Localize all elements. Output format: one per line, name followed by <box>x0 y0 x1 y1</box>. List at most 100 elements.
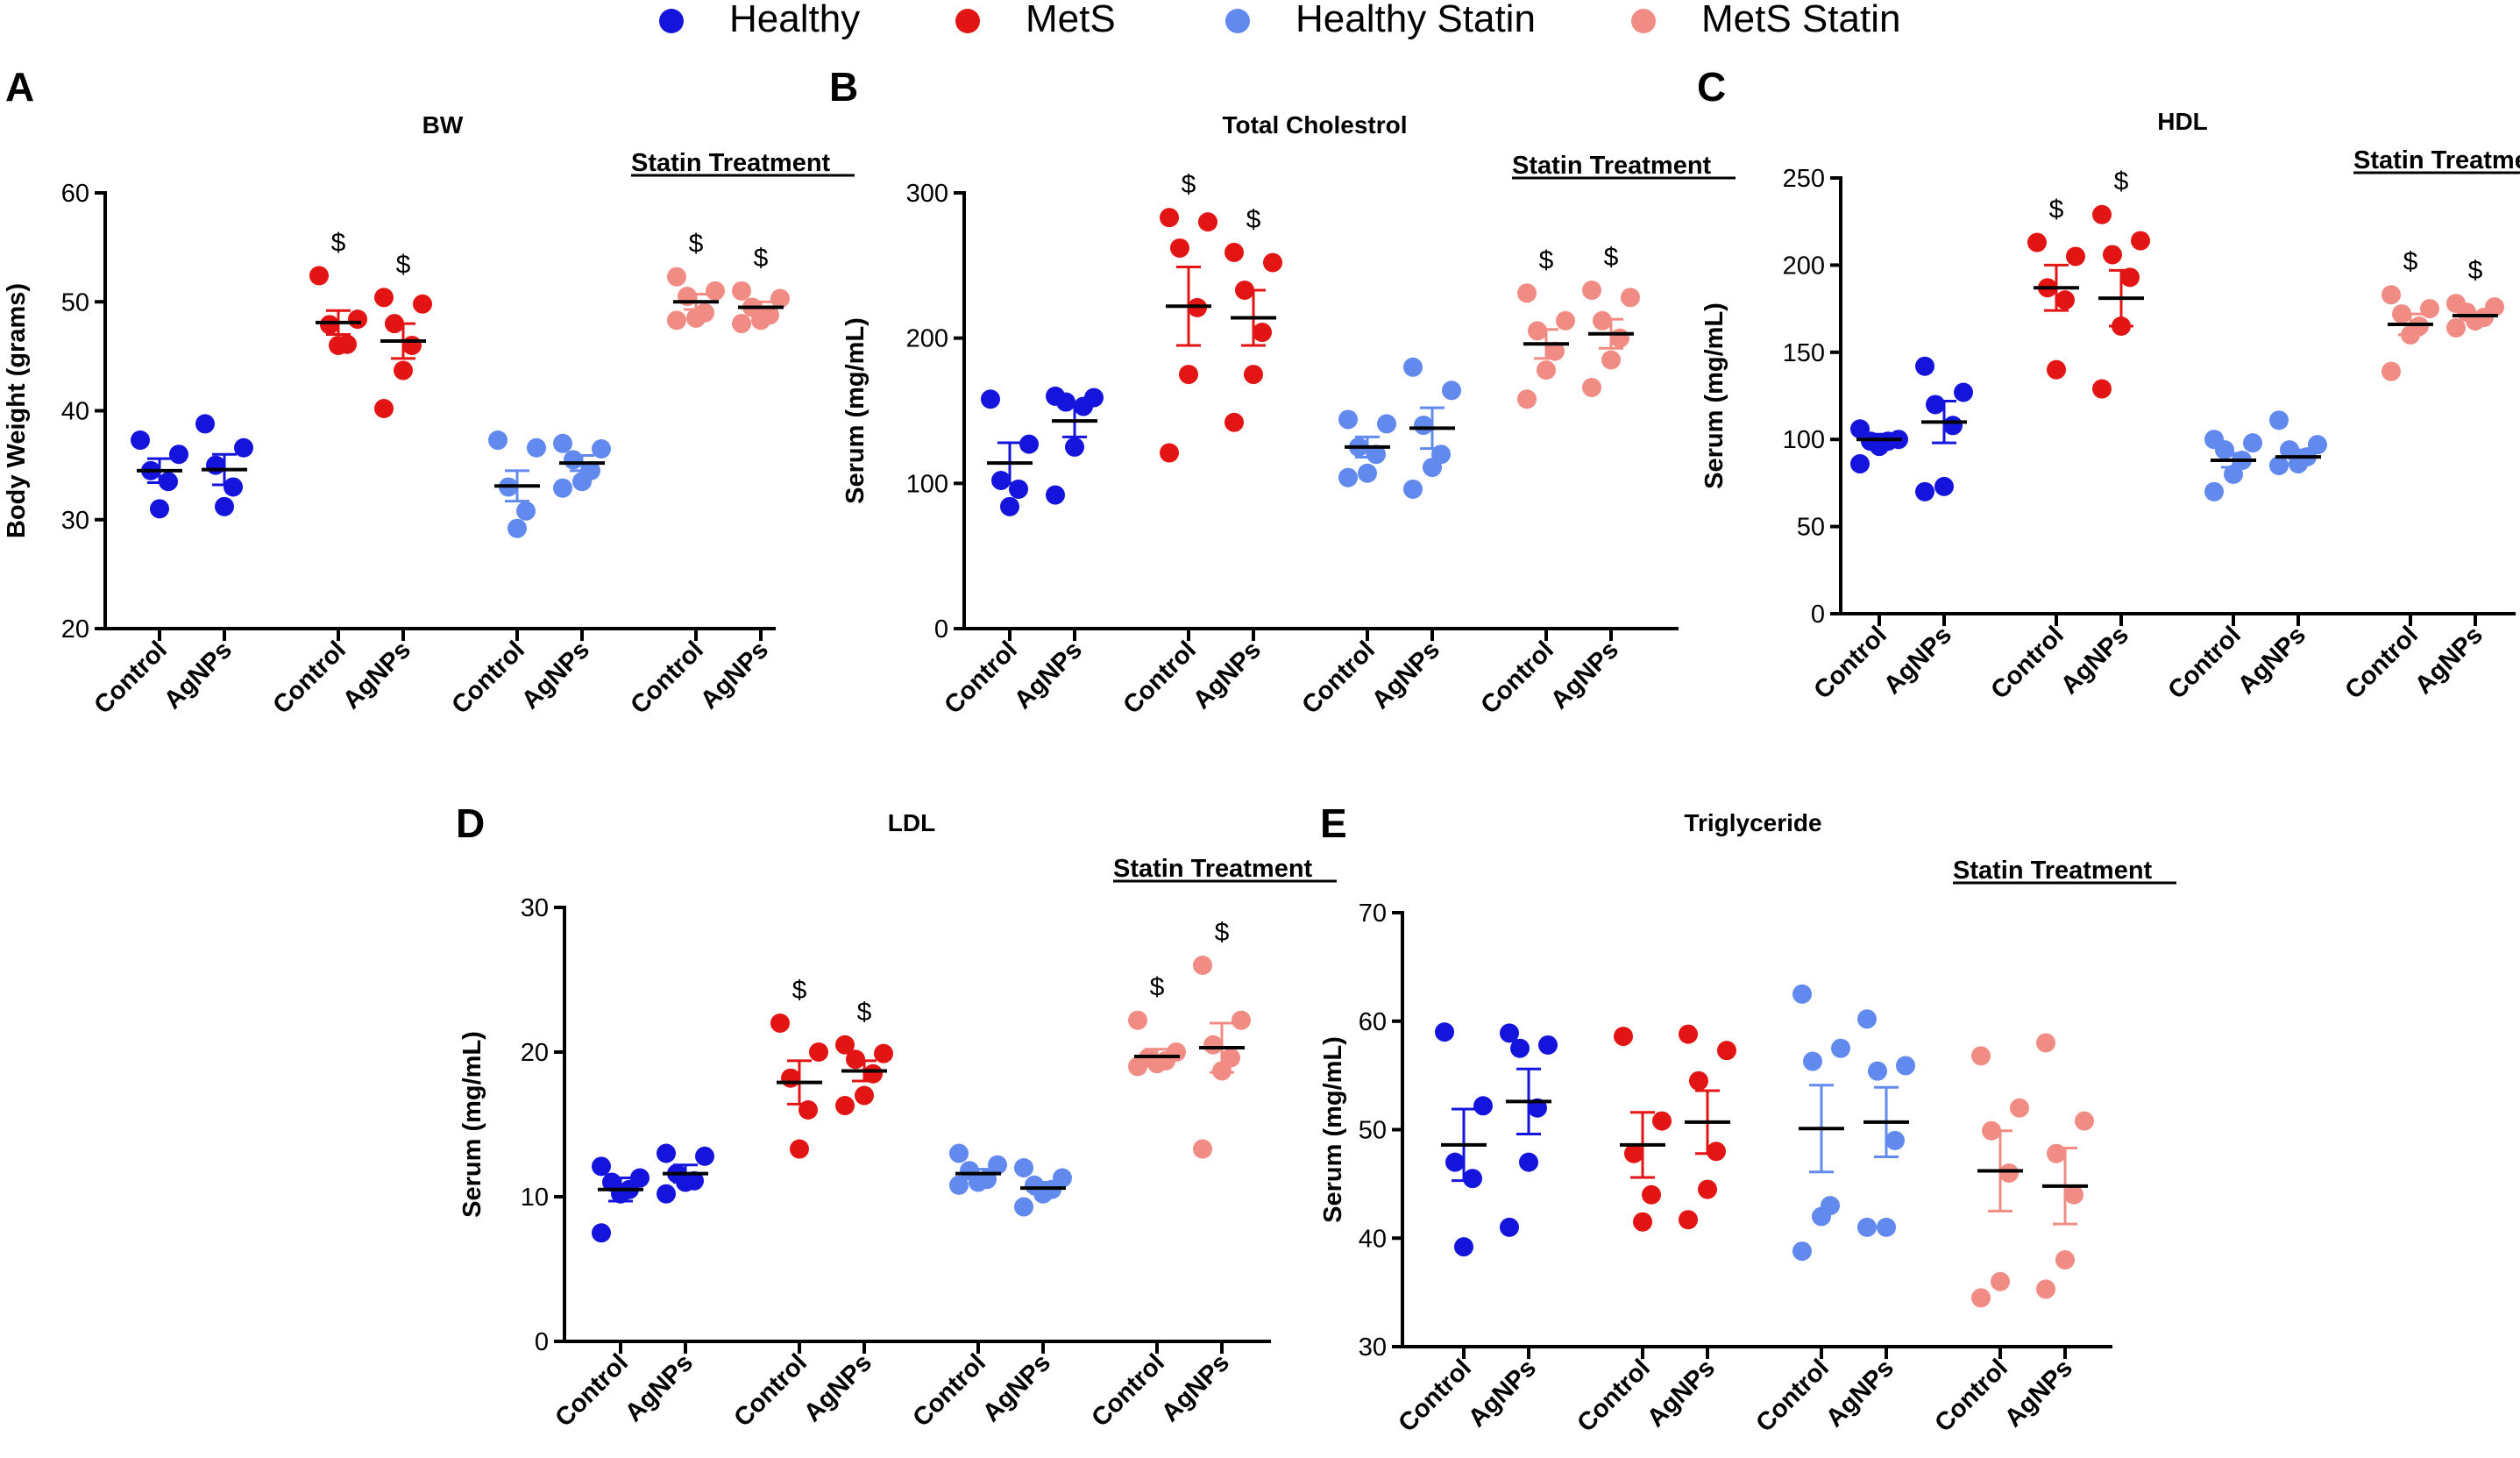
y-axis-label-a: Body Weight (grams) <box>3 283 31 538</box>
data-point-b-0-1-3 <box>1074 396 1093 416</box>
x-tick-label-a-2: Control <box>267 636 351 720</box>
data-point-a-0-0-0 <box>131 430 150 451</box>
data-point-a-3-0-4 <box>686 308 706 328</box>
statin-treatment-label-b: Statin Treatment <box>1512 152 1712 180</box>
data-point-d-2-1-0 <box>1014 1158 1033 1177</box>
significance-mark-a-1-0: $ <box>331 228 346 257</box>
data-point-e-0-1-0 <box>1500 1023 1519 1043</box>
x-tick-label-e-3: AgNPs <box>1642 1354 1721 1433</box>
legend: Healthy MetS Healthy Statin MetS Statin <box>659 0 1900 40</box>
data-point-c-0-1-4 <box>1934 476 1954 496</box>
y-tick-label-d-2: 20 <box>521 1039 549 1067</box>
data-point-b-2-1-2 <box>1414 416 1433 436</box>
x-tick-label-d-5: AgNPs <box>977 1348 1056 1427</box>
panel-letter-b: B <box>829 64 858 110</box>
panel-letter-d: D <box>456 800 485 846</box>
y-tick-label-b-2: 200 <box>906 325 948 353</box>
data-point-e-3-0-1 <box>2010 1098 2029 1118</box>
data-point-e-1-0-0 <box>1614 1027 1633 1047</box>
data-point-b-2-0-5 <box>1338 467 1358 487</box>
significance-mark-d-1-1: $ <box>857 998 872 1027</box>
data-point-b-0-0-0 <box>981 389 1000 409</box>
x-tick-label-d-6: Control <box>1086 1348 1170 1433</box>
data-point-a-0-1-0 <box>195 414 215 434</box>
chart-title-c: HDL <box>2157 108 2208 135</box>
data-point-a-2-0-0 <box>488 430 508 451</box>
data-point-d-2-0-0 <box>949 1143 969 1163</box>
data-point-c-0-1-1 <box>1954 382 1973 402</box>
x-tick-label-e-0: Control <box>1393 1354 1477 1438</box>
data-point-b-1-0-2 <box>1170 238 1189 258</box>
x-tick-label-b-1: AgNPs <box>1009 636 1088 715</box>
data-point-b-3-0-0 <box>1517 283 1537 303</box>
y-tick-label-d-3: 30 <box>521 894 549 922</box>
legend-marker-3 <box>1225 9 1250 33</box>
data-point-c-0-1-5 <box>1915 481 1934 501</box>
data-point-a-2-1-5 <box>553 478 572 498</box>
data-point-e-0-0-1 <box>1473 1096 1493 1116</box>
x-tick-label-b-3: AgNPs <box>1188 636 1267 715</box>
data-point-a-3-0-0 <box>667 267 686 287</box>
data-point-e-3-1-3 <box>2064 1184 2083 1205</box>
data-point-c-3-1-5 <box>2446 317 2466 338</box>
data-point-d-1-1-5 <box>835 1096 855 1116</box>
x-tick-label-a-3: AgNPs <box>337 636 416 715</box>
panel-d: D LDL Statin Treatment 0 10 20 30 Serum (mg/mL)… <box>456 789 1337 1458</box>
data-point-b-1-1-1 <box>1263 252 1282 273</box>
data-point-c-3-0-1 <box>2420 299 2439 319</box>
panel-letter-c: C <box>1697 64 1726 110</box>
statin-treatment-label-e: Statin Treatment <box>1953 857 2153 885</box>
data-point-c-3-0-5 <box>2382 361 2401 381</box>
data-point-c-1-1-1 <box>2131 231 2150 251</box>
legend-label-3: Healthy Statin <box>1295 0 1536 40</box>
y-tick-label-c-4: 200 <box>1783 252 1825 280</box>
panel-a: A BW Statin Treatment 20 30 40 50 60 Body Weight… <box>0 64 855 789</box>
significance-mark-b-3-1: $ <box>1604 243 1619 272</box>
data-point-e-3-0-3 <box>1999 1163 2019 1183</box>
data-point-b-3-0-2 <box>1528 321 1547 341</box>
data-point-e-2-1-5 <box>1857 1217 1877 1237</box>
data-point-c-1-0-1 <box>2066 246 2085 267</box>
legend-label-2: MetS <box>1026 0 1116 40</box>
data-point-d-1-1-1 <box>874 1043 893 1063</box>
y-tick-label-a-4: 60 <box>61 180 89 208</box>
data-point-a-3-1-5 <box>732 314 751 334</box>
data-point-c-2-1-0 <box>2269 410 2289 430</box>
data-point-a-1-0-2 <box>320 315 339 335</box>
data-point-c-3-0-0 <box>2382 285 2401 305</box>
y-tick-label-c-0: 0 <box>1811 601 1825 629</box>
data-point-e-3-0-5 <box>1971 1288 1991 1308</box>
y-tick-label-c-3: 150 <box>1783 339 1825 367</box>
y-tick-label-b-0: 0 <box>934 615 948 644</box>
data-point-e-0-0-3 <box>1463 1169 1482 1189</box>
data-point-e-1-1-2 <box>1689 1070 1708 1091</box>
data-point-a-1-1-0 <box>374 288 394 308</box>
significance-mark-a-3-0: $ <box>689 230 704 259</box>
data-point-b-0-0-1 <box>1019 434 1039 454</box>
data-point-a-2-0-3 <box>516 501 536 521</box>
data-point-e-3-1-5 <box>2036 1279 2055 1299</box>
significance-mark-d-3-0: $ <box>1150 973 1165 1002</box>
data-point-e-1-1-0 <box>1679 1024 1698 1044</box>
significance-mark-a-1-1: $ <box>396 250 411 279</box>
data-point-b-2-0-4 <box>1358 463 1377 483</box>
data-point-a-0-1-4 <box>215 496 234 516</box>
data-point-a-2-0-1 <box>527 437 546 458</box>
x-tick-label-c-4: Control <box>2162 621 2247 705</box>
data-point-e-1-1-1 <box>1717 1041 1736 1061</box>
x-tick-label-c-7: AgNPs <box>2410 621 2488 700</box>
data-point-a-3-1-4 <box>751 310 770 331</box>
y-tick-label-e-1: 40 <box>1359 1225 1387 1253</box>
y-tick-label-d-0: 0 <box>535 1328 549 1356</box>
data-point-e-0-1-1 <box>1538 1035 1558 1055</box>
data-point-e-0-1-2 <box>1510 1038 1530 1058</box>
data-point-b-3-0-1 <box>1556 310 1575 331</box>
data-point-b-3-1-4 <box>1601 350 1621 370</box>
chart-title-e: Triglyceride <box>1684 809 1821 836</box>
x-tick-label-b-2: Control <box>1118 636 1202 720</box>
data-point-c-1-0-3 <box>2055 290 2075 310</box>
data-point-d-0-1-1 <box>695 1146 714 1166</box>
x-tick-label-e-5: AgNPs <box>1821 1354 1899 1433</box>
x-tick-label-d-3: AgNPs <box>799 1348 877 1427</box>
data-point-d-2-0-5 <box>949 1175 969 1195</box>
